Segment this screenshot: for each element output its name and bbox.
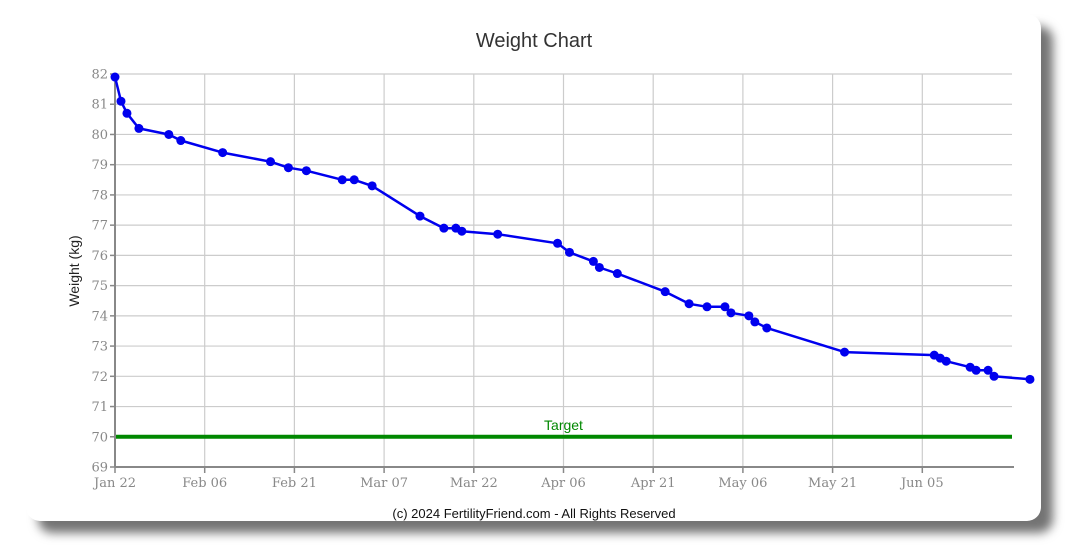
x-tick-label: Apr 21 <box>630 476 676 491</box>
axes: 69 70 71 72 73 74 75 76 77 78 79 80 81 82 Jan 22 Feb 06… <box>91 68 1014 491</box>
data-point <box>439 223 449 233</box>
data-point <box>612 269 622 279</box>
data-point <box>720 302 730 312</box>
weight-line <box>113 76 1031 381</box>
data-point <box>684 299 694 309</box>
data-point <box>176 136 186 146</box>
data-point <box>941 356 951 366</box>
y-tick-label: 81 <box>91 98 108 113</box>
data-point <box>971 365 981 375</box>
data-point <box>588 256 598 266</box>
data-point <box>415 211 425 221</box>
grid-lines <box>114 73 1012 468</box>
data-point <box>349 175 359 185</box>
data-point <box>840 347 850 357</box>
y-tick-label: 79 <box>91 158 108 173</box>
x-tick-label: Mar 07 <box>360 476 408 491</box>
x-tick-label: Apr 06 <box>540 476 586 491</box>
data-point <box>218 148 228 158</box>
data-point <box>702 302 712 312</box>
x-tick-label: Feb 06 <box>182 476 227 491</box>
data-point <box>726 308 736 318</box>
y-axis-label: Weight (kg) <box>66 235 82 306</box>
data-point <box>337 175 347 185</box>
data-point <box>265 157 275 167</box>
target-line-group: Target <box>115 417 1012 439</box>
y-tick-label: 71 <box>91 400 108 415</box>
x-tick-label: May 21 <box>808 476 857 491</box>
data-point <box>750 317 760 327</box>
y-tick-label: 80 <box>91 128 108 143</box>
data-point <box>1025 374 1035 384</box>
data-point <box>164 129 174 139</box>
y-tick-label: 76 <box>91 249 108 264</box>
data-point <box>762 323 772 333</box>
x-tick-label: Jan 22 <box>92 476 136 491</box>
data-point <box>553 238 563 248</box>
y-tick-label: 73 <box>91 340 108 355</box>
x-tick-label: Jun 05 <box>899 476 944 491</box>
y-tick-label: 74 <box>91 309 108 324</box>
data-point <box>989 371 999 381</box>
data-point <box>122 108 132 118</box>
data-point <box>110 72 120 82</box>
data-point <box>983 365 993 375</box>
y-tick-label: 78 <box>91 188 108 203</box>
y-tick-label: 70 <box>91 430 108 445</box>
data-point <box>493 229 503 239</box>
target-label: Target <box>544 417 583 433</box>
y-tick-label: 77 <box>91 219 108 234</box>
data-point <box>283 163 293 173</box>
data-point <box>660 287 670 297</box>
copyright-notice: (c) 2024 FertilityFriend.com - All Right… <box>392 506 675 521</box>
y-tick-label: 75 <box>91 279 108 294</box>
data-point <box>744 311 754 321</box>
data-point <box>116 96 126 106</box>
data-point <box>457 226 467 236</box>
x-tick-label: Feb 21 <box>272 476 317 491</box>
weight-series <box>110 72 1035 384</box>
data-point <box>134 123 144 133</box>
y-tick-label: 72 <box>91 370 108 385</box>
x-tick-label: Mar 22 <box>450 476 498 491</box>
y-tick-label: 82 <box>91 68 108 83</box>
y-tick-label: 69 <box>91 461 108 476</box>
data-point <box>301 166 311 176</box>
data-point <box>594 262 604 272</box>
x-tick-label: May 06 <box>718 476 767 491</box>
data-point <box>367 181 377 191</box>
data-point <box>564 247 574 257</box>
chart-title: Weight Chart <box>476 30 593 52</box>
